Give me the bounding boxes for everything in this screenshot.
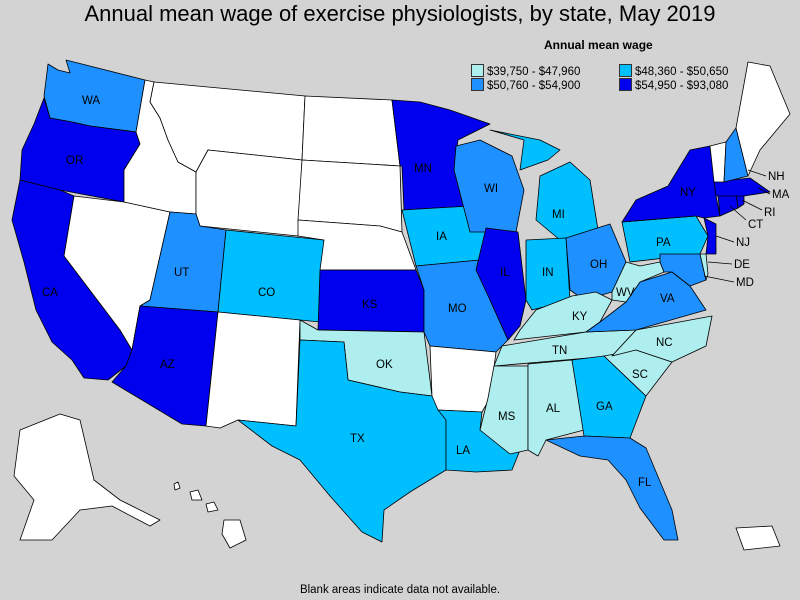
state-tx[interactable] <box>237 339 447 543</box>
label-de: DE <box>734 259 750 271</box>
legend-item-1: $39,750 - $47,960 <box>471 64 580 78</box>
label-oh: OH <box>590 259 607 271</box>
label-in: IN <box>542 267 554 279</box>
label-ca: CA <box>42 287 58 299</box>
label-or: OR <box>66 155 83 167</box>
label-md: MD <box>736 277 754 289</box>
legend-label-3: $50,760 - $54,900 <box>487 80 581 92</box>
label-mn: MN <box>414 163 432 175</box>
label-la: LA <box>456 445 470 457</box>
label-va: VA <box>660 293 675 305</box>
state-co[interactable] <box>217 229 325 323</box>
label-ma: MA <box>772 189 790 201</box>
state-nj[interactable] <box>703 217 717 255</box>
label-ks: KS <box>362 299 378 311</box>
label-ms: MS <box>498 411 516 423</box>
label-fl: FL <box>638 477 652 489</box>
territory-pr[interactable] <box>735 525 781 551</box>
state-fl[interactable] <box>545 435 679 541</box>
state-ga[interactable] <box>571 355 647 439</box>
state-ny[interactable] <box>621 145 721 223</box>
label-wv: WV <box>616 287 635 299</box>
legend-item-4: $54,950 - $93,080 <box>619 78 728 92</box>
state-hi[interactable] <box>173 481 247 549</box>
label-nc: NC <box>656 337 673 349</box>
label-wi: WI <box>484 183 498 195</box>
label-co: CO <box>258 287 275 299</box>
label-ct: CT <box>748 219 763 231</box>
label-sc: SC <box>632 369 648 381</box>
state-ar[interactable] <box>429 345 497 413</box>
label-ia: IA <box>436 231 447 243</box>
legend-swatch-1 <box>471 64 484 77</box>
state-nm[interactable] <box>205 311 301 429</box>
footnote: Blank areas indicate data not available. <box>299 584 501 596</box>
legend-label-4: $54,950 - $93,080 <box>635 80 729 92</box>
legend-item-2: $48,360 - $50,650 <box>619 64 728 78</box>
state-ak[interactable] <box>13 413 161 541</box>
legend-swatch-4 <box>619 78 632 91</box>
label-tx: TX <box>350 433 365 445</box>
map-title: Annual mean wage of exercise physiologis… <box>84 1 716 26</box>
label-pa: PA <box>656 237 671 249</box>
label-ut: UT <box>174 267 189 279</box>
label-il: IL <box>500 267 510 279</box>
state-de[interactable] <box>699 253 709 281</box>
state-la[interactable] <box>437 409 521 473</box>
label-ri: RI <box>764 207 776 219</box>
state-ma[interactable] <box>713 177 771 197</box>
label-ky: KY <box>572 311 588 323</box>
label-tn: TN <box>552 345 567 357</box>
label-mi: MI <box>552 209 565 221</box>
legend-swatch-2 <box>619 64 632 77</box>
label-nh: NH <box>768 171 785 183</box>
label-ok: OK <box>376 359 393 371</box>
state-me[interactable] <box>735 61 791 177</box>
legend-label-1: $39,750 - $47,960 <box>487 66 581 78</box>
legend-title: Annual mean wage <box>544 38 653 52</box>
leader-lines <box>703 169 771 283</box>
state-il[interactable] <box>475 227 527 341</box>
state-wy[interactable] <box>195 149 303 237</box>
label-nj: NJ <box>736 237 750 249</box>
legend-swatch-3 <box>471 78 484 91</box>
label-ga: GA <box>596 401 613 413</box>
label-az: AZ <box>160 359 175 371</box>
label-wa: WA <box>82 95 100 107</box>
label-mo: MO <box>448 303 467 315</box>
legend-label-2: $48,360 - $50,650 <box>635 66 729 78</box>
state-nd[interactable] <box>301 95 401 167</box>
label-al: AL <box>546 403 561 415</box>
label-ny: NY <box>680 187 696 199</box>
state-wi[interactable] <box>453 139 525 233</box>
legend-item-3: $50,760 - $54,900 <box>471 78 580 92</box>
